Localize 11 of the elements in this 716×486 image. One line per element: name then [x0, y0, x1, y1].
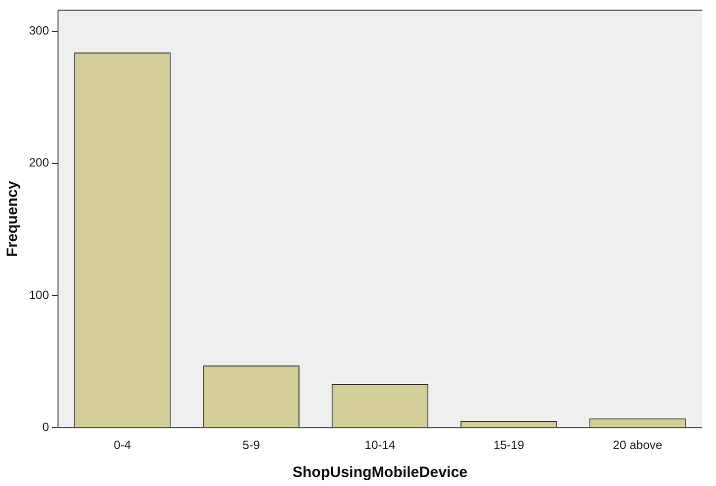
x-tick-label: 5-9: [242, 438, 260, 452]
x-tick-label: 15-19: [493, 438, 524, 452]
y-tick-label: 200: [28, 156, 50, 170]
x-tick-label: 20 above: [612, 438, 663, 452]
y-tick-label: 100: [28, 288, 50, 302]
x-tick-label: 0-4: [114, 438, 132, 452]
x-axis-title: ShopUsingMobileDevice: [292, 464, 468, 482]
y-axis-title: Frequency: [4, 180, 22, 257]
y-tick-label: 300: [28, 24, 50, 38]
x-tick-label: 10-14: [364, 438, 396, 452]
y-tick-label: 0: [42, 420, 50, 434]
